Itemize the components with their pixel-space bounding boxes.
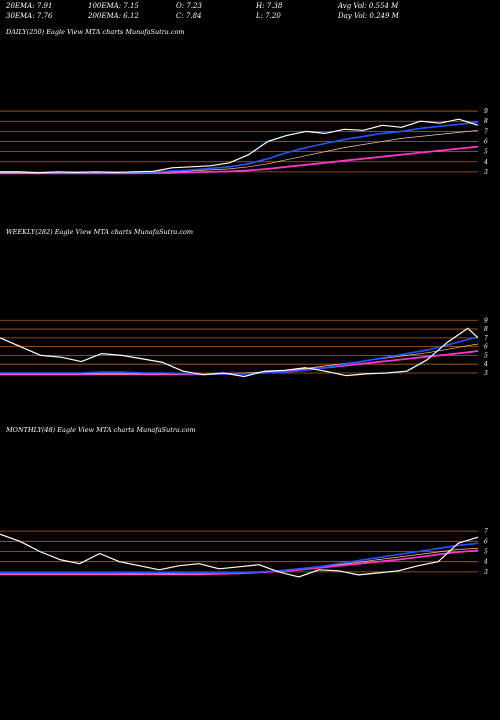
y-tick-label: 4 xyxy=(483,159,488,166)
weekly-chart-title: WEEKLY(282) Eagle View MTA charts Munafa… xyxy=(6,228,194,236)
ema-line xyxy=(0,343,479,375)
ema-magenta-line xyxy=(0,145,479,175)
y-tick-label: 5 xyxy=(484,149,488,156)
header-open: O: 7.23 xyxy=(176,2,202,10)
daily-chart: 9 8 7 6 5 4 3 xyxy=(0,108,488,176)
y-tick-label: 6 xyxy=(484,538,488,545)
y-tick-label: 6 xyxy=(484,344,488,351)
header-ema20: 20EMA: 7.91 xyxy=(6,2,53,10)
header-ema100: 100EMA: 7.15 xyxy=(88,2,139,10)
y-tick-label: 4 xyxy=(483,559,488,566)
y-tick-label: 8 xyxy=(484,326,488,333)
monthly-chart-title: MONTHLY(48) Eagle View MTA charts Munafa… xyxy=(6,426,196,434)
weekly-chart: 9 8 7 65 4 3 xyxy=(0,317,488,378)
y-tick-label: 4 xyxy=(483,361,488,368)
ema-blue-line xyxy=(0,336,479,375)
daily-chart-title: DAILY(250) Eagle View MTA charts MunafaS… xyxy=(6,28,185,36)
header-low: L: 7.20 xyxy=(256,12,281,20)
y-tick-label: 5 xyxy=(484,548,488,555)
header-high: H: 7.38 xyxy=(256,2,283,10)
ema-line xyxy=(0,548,479,575)
header-dayvol: Day Vol: 0.249 M xyxy=(338,12,399,20)
header-avgvol: Avg Vol: 0.554 M xyxy=(338,2,399,10)
y-tick-label: 7 xyxy=(484,335,488,342)
y-tick-label: 3 xyxy=(484,169,488,176)
header-ema200: 200EMA: 6.12 xyxy=(88,12,139,20)
ema-magenta-line xyxy=(0,549,479,576)
y-tick-label: 5 xyxy=(484,352,488,359)
y-tick-label: 6 xyxy=(484,138,488,145)
price-line xyxy=(0,533,479,578)
header-ema30: 30EMA: 7.76 xyxy=(6,12,53,20)
ema-blue-line xyxy=(0,542,479,574)
y-tick-label: 3 xyxy=(484,370,488,377)
price-line xyxy=(0,118,479,174)
price-line xyxy=(0,327,479,378)
y-tick-label: 3 xyxy=(484,569,488,576)
header-close: C: 7.84 xyxy=(176,12,202,20)
y-tick-label: 9 xyxy=(484,108,488,115)
y-tick-label: 9 xyxy=(484,317,488,324)
ema-blue-line xyxy=(0,121,479,174)
y-tick-label: 8 xyxy=(484,118,488,125)
y-tick-label: 7 xyxy=(484,528,488,535)
monthly-chart: 7 6 5 4 3 xyxy=(0,528,488,578)
y-tick-label: 7 xyxy=(484,128,488,135)
